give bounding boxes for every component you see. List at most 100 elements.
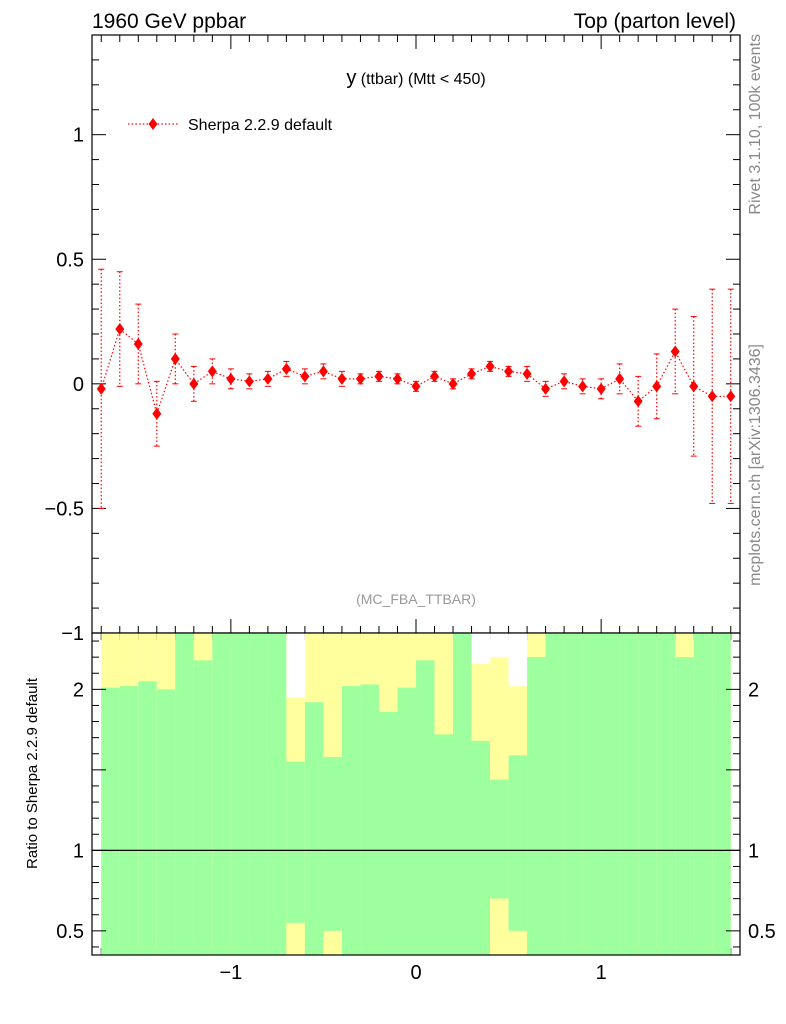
data-point xyxy=(430,370,440,383)
ratio-empty-bin xyxy=(286,633,305,698)
ratio-inner-band-bin xyxy=(304,702,324,955)
data-point xyxy=(467,367,477,380)
ratio-outer-band-low-bin xyxy=(490,898,509,955)
ratio-outer-band-low-bin xyxy=(323,930,342,955)
data-point xyxy=(485,360,495,373)
x-tick-label: 1 xyxy=(596,962,607,984)
ratio-inner-band-bin xyxy=(341,686,361,955)
data-point xyxy=(226,372,236,385)
ratio-outer-band-low-bin xyxy=(286,922,305,955)
data-point xyxy=(337,372,347,385)
data-point xyxy=(300,370,310,383)
data-point xyxy=(96,382,106,395)
ratio-inner-band-bin xyxy=(175,633,194,955)
ratio-y-tick-label: 0.5 xyxy=(56,921,84,943)
data-point xyxy=(115,323,125,336)
ratio-inner-band-bin xyxy=(471,740,491,955)
ratio-inner-band-bin xyxy=(397,687,416,955)
series-line xyxy=(100,327,731,416)
data-point xyxy=(170,352,180,365)
ratio-inner-band-bin xyxy=(101,687,120,955)
ratio-inner-band-bin xyxy=(416,660,435,955)
y-tick-label: −1 xyxy=(61,623,84,645)
data-point xyxy=(263,372,273,385)
data-point xyxy=(281,362,291,375)
ratio-inner-band-bin xyxy=(490,779,509,899)
ratio-inner-band-bin xyxy=(582,633,602,955)
ratio-inner-band-bin xyxy=(360,684,379,955)
chart-title-main: y xyxy=(346,67,356,89)
data-point xyxy=(615,372,625,385)
data-point xyxy=(504,365,514,378)
x-tick-label: 0 xyxy=(410,962,421,984)
ratio-plot-panel: −1 0 1 2 2 1 1 0.5 0.5 xyxy=(56,632,776,984)
ratio-inner-band-bin xyxy=(434,734,454,955)
ratio-inner-band-bin xyxy=(249,633,268,955)
ratio-outer-band-low-bin xyxy=(508,930,528,955)
ratio-inner-band-bin xyxy=(675,657,694,955)
ratio-y-tick-label-right: 1 xyxy=(748,840,759,862)
ratio-inner-band-bin xyxy=(267,633,287,955)
data-point xyxy=(244,375,254,388)
data-point xyxy=(448,377,458,390)
ratio-y-tick-label: 1 xyxy=(73,840,84,862)
ratio-inner-band-bin xyxy=(286,761,305,955)
ratio-empty-bin xyxy=(508,633,528,687)
legend-marker xyxy=(148,118,158,130)
data-point xyxy=(652,380,662,393)
ratio-inner-band-bin xyxy=(119,686,139,955)
data-point xyxy=(152,407,162,420)
data-point xyxy=(207,365,217,378)
ratio-inner-band-bin xyxy=(230,633,250,955)
data-point xyxy=(633,395,643,408)
y-tick-label: 1 xyxy=(73,125,84,147)
data-point xyxy=(596,382,606,395)
ratio-inner-band-bin xyxy=(138,681,157,955)
ratio-inner-band-bin xyxy=(156,689,176,955)
y-tick-label: −0.5 xyxy=(45,498,84,520)
x-tick-label: −1 xyxy=(219,962,242,984)
mcplots-reference-label: mcplots.cern.ch [arXiv:1306.3436] xyxy=(747,344,764,586)
data-point xyxy=(541,382,551,395)
y-tick-label: 0 xyxy=(73,374,84,396)
data-point xyxy=(133,337,143,350)
ratio-inner-band-bin xyxy=(619,633,639,955)
data-point xyxy=(689,380,699,393)
ratio-empty-bin xyxy=(490,633,509,658)
data-point xyxy=(392,372,402,385)
data-point xyxy=(189,377,199,390)
ratio-inner-band-bin xyxy=(601,633,620,955)
ratio-inner-band-bin xyxy=(638,633,657,955)
analysis-watermark: (MC_FBA_TTBAR) xyxy=(356,591,476,607)
ratio-inner-band-bin xyxy=(378,711,398,955)
legend-label: Sherpa 2.2.9 default xyxy=(188,117,333,134)
header-energy-label: 1960 GeV ppbar xyxy=(92,10,246,33)
data-point xyxy=(355,372,365,385)
ratio-inner-band-bin xyxy=(712,633,731,955)
ratio-inner-band-bin xyxy=(656,633,676,955)
data-point xyxy=(411,380,421,393)
main-plot-panel: 1 0.5 0 −0.5 −1 y (ttbar) (Mtt < 450) (MC_FBA_… xyxy=(45,34,741,955)
data-point xyxy=(522,367,532,380)
data-point xyxy=(578,380,588,393)
ratio-y-tick-label: 2 xyxy=(73,679,84,701)
ratio-inner-band-bin xyxy=(527,657,546,955)
chart-title-rest: (ttbar) (Mtt < 450) xyxy=(356,71,485,88)
ratio-frame xyxy=(91,632,741,956)
ratio-inner-band-bin xyxy=(323,756,342,955)
ratio-inner-band-bin xyxy=(545,633,565,955)
ratio-y-tick-label-right: 0.5 xyxy=(748,921,776,943)
rivet-version-label: Rivet 3.1.10, 100k events xyxy=(747,34,764,215)
ratio-inner-band-bin xyxy=(453,633,472,955)
data-point xyxy=(559,375,569,388)
header-process-label: Top (parton level) xyxy=(574,10,736,33)
y-tick-label: 0.5 xyxy=(56,249,84,271)
ratio-inner-band-bin xyxy=(508,755,528,931)
ratio-ylabel: Ratio to Sherpa 2.2.9 default xyxy=(24,677,41,869)
ratio-inner-band-bin xyxy=(564,633,583,955)
data-point xyxy=(670,345,680,358)
data-point xyxy=(374,370,384,383)
data-point xyxy=(707,390,717,403)
ratio-y-tick-label-right: 2 xyxy=(748,679,759,701)
